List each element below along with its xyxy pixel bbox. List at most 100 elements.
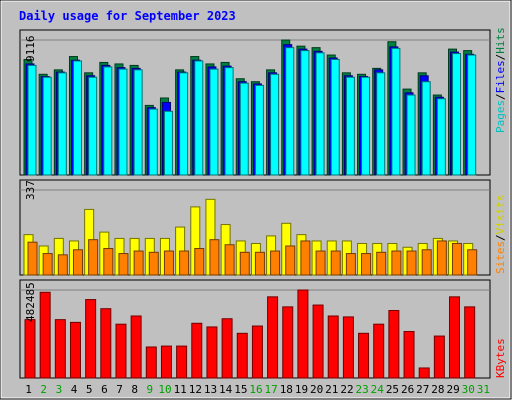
bar-sites-day-3 <box>57 254 68 276</box>
bar-pages-day-22 <box>345 76 355 176</box>
bar-pages-day-17 <box>270 73 280 176</box>
bar-pages-day-12 <box>194 60 204 176</box>
legend-pages-files-hits: Pages/Files/Hits <box>494 27 507 133</box>
bar-sites-day-4 <box>72 249 83 276</box>
bar-sites-day-23 <box>361 253 372 276</box>
bar-pages-day-25 <box>391 47 401 176</box>
day-label-3: 3 <box>56 383 63 396</box>
bar-sites-day-7 <box>118 253 129 276</box>
bar-pages-day-19 <box>300 50 310 176</box>
bar-kbytes-day-1 <box>24 319 36 379</box>
bar-pages-day-4 <box>72 60 82 176</box>
day-label-8: 8 <box>131 383 138 396</box>
day-label-29: 29 <box>446 383 459 396</box>
legend-separator: / <box>494 234 507 241</box>
day-label-27: 27 <box>416 383 429 396</box>
day-label-24: 24 <box>371 383 385 396</box>
bar-kbytes-day-29 <box>449 296 461 379</box>
bar-sites-day-21 <box>330 250 341 276</box>
bar-sites-day-11 <box>179 250 190 276</box>
bar-sites-day-26 <box>406 250 417 276</box>
bar-kbytes-day-12 <box>191 322 203 379</box>
day-labels: 1 2 3 4 5 6 7 8 9 10 11 12 13 14 15 16 17 18 19 20 21 22 23 24 2… <box>25 383 490 396</box>
day-label-7: 7 <box>116 383 123 396</box>
legend-sites: Sites <box>494 241 507 274</box>
bar-kbytes-day-18 <box>282 306 294 379</box>
bar-pages-day-20 <box>315 52 325 176</box>
bar-kbytes-day-19 <box>297 289 309 379</box>
legend-files: Files <box>494 60 507 93</box>
bar-kbytes-day-30 <box>464 306 476 379</box>
bar-pages-day-2 <box>42 76 52 176</box>
legend-separator: / <box>494 54 507 61</box>
bar-sites-day-29 <box>452 242 463 276</box>
bar-sites-day-17 <box>270 250 281 276</box>
day-label-5: 5 <box>86 383 93 396</box>
bar-kbytes-day-10 <box>160 345 172 379</box>
visits-sites-panel <box>19 179 491 276</box>
kbytes-panel <box>19 279 491 379</box>
legend-separator: / <box>494 93 507 100</box>
day-label-30: 30 <box>462 383 475 396</box>
legend-pages: Pages <box>494 100 507 133</box>
bar-sites-day-8 <box>133 250 144 276</box>
bar-kbytes-day-20 <box>312 304 324 379</box>
bottom-ymax-label: 482485 <box>24 282 37 322</box>
bar-kbytes-day-6 <box>100 308 112 379</box>
bar-pages-day-15 <box>239 82 249 176</box>
bar-sites-day-13 <box>209 239 220 276</box>
day-label-20: 20 <box>310 383 323 396</box>
bar-pages-day-24 <box>376 72 386 176</box>
bar-kbytes-day-21 <box>327 315 339 379</box>
day-label-1: 1 <box>25 383 32 396</box>
day-label-17: 17 <box>265 383 278 396</box>
chart-title: Daily usage for September 2023 <box>19 9 236 23</box>
bar-pages-day-27 <box>421 81 431 176</box>
bar-pages-day-23 <box>361 76 371 176</box>
bar-pages-day-10 <box>163 110 173 176</box>
day-label-18: 18 <box>280 383 293 396</box>
bar-pages-day-26 <box>406 94 416 176</box>
bar-kbytes-day-3 <box>54 319 66 379</box>
legend-hits: Hits <box>494 27 507 54</box>
day-label-26: 26 <box>401 383 414 396</box>
bar-kbytes-day-16 <box>251 325 263 379</box>
bar-sites-day-2 <box>42 253 53 276</box>
bar-sites-day-15 <box>239 251 250 276</box>
day-label-13: 13 <box>204 383 217 396</box>
day-label-23: 23 <box>356 383 369 396</box>
bar-pages-day-9 <box>148 108 158 176</box>
bar-sites-day-28 <box>436 240 447 276</box>
bar-kbytes-day-9 <box>145 346 157 379</box>
bar-pages-day-5 <box>88 76 98 176</box>
middle-ymax-label: 337 <box>24 180 37 200</box>
bar-kbytes-day-8 <box>130 315 142 379</box>
bar-kbytes-day-17 <box>267 296 279 379</box>
day-label-4: 4 <box>71 383 78 396</box>
bar-kbytes-day-14 <box>221 318 233 379</box>
top-ymax-label: 9116 <box>24 36 37 63</box>
bar-kbytes-day-24 <box>373 323 385 379</box>
bar-sites-day-24 <box>376 251 387 276</box>
day-label-21: 21 <box>325 383 338 396</box>
bar-kbytes-day-2 <box>39 291 51 379</box>
bar-pages-day-13 <box>209 68 219 176</box>
bar-kbytes-day-28 <box>433 335 445 379</box>
bar-pages-day-1 <box>27 64 37 176</box>
bar-sites-day-25 <box>391 250 402 276</box>
bar-pages-day-21 <box>330 58 340 176</box>
legend-sites-visits: Sites/Visits <box>494 195 507 274</box>
bar-pages-day-18 <box>285 47 295 176</box>
day-label-11: 11 <box>174 383 187 396</box>
bar-sites-day-20 <box>315 250 326 276</box>
day-label-12: 12 <box>189 383 202 396</box>
legend-visits: Visits <box>494 195 507 235</box>
day-label-25: 25 <box>386 383 399 396</box>
bar-pages-day-16 <box>254 84 264 176</box>
bar-sites-day-5 <box>88 239 99 276</box>
bar-sites-day-27 <box>421 249 432 276</box>
bar-kbytes-day-25 <box>388 310 400 379</box>
bar-sites-day-14 <box>224 244 235 276</box>
bar-sites-day-19 <box>300 240 311 276</box>
